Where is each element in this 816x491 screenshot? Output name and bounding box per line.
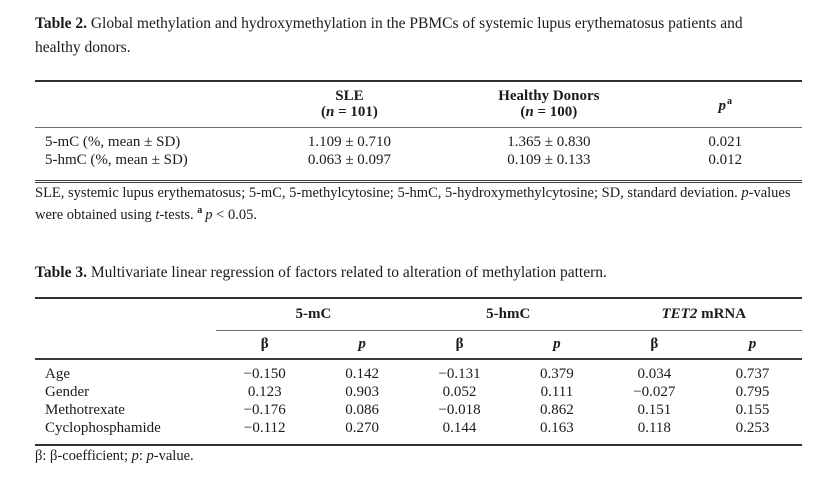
- table2-header-sle-n: (n = 101): [321, 104, 378, 120]
- table3-data-cell: 0.862: [540, 402, 574, 418]
- table2-row-5hmc: 5-hmC (%, mean ± SD) 0.063 ± 0.097 0.109…: [35, 151, 802, 182]
- table3-data-cell: −0.176: [243, 402, 286, 418]
- table3-data-cell: −0.112: [243, 420, 286, 436]
- table2-header-sle: SLE (n = 101): [249, 81, 450, 128]
- table3-subheader-beta: β: [216, 330, 314, 360]
- table3-row-label: Gender: [45, 384, 90, 400]
- table2-cell-p: 0.021: [708, 134, 743, 150]
- table2-header-healthy: Healthy Donors (n = 100): [449, 81, 649, 128]
- table3-group-5hmc: 5-hmC: [410, 298, 606, 331]
- table2-header-empty: [35, 81, 250, 128]
- table3-data-cell: 0.034: [637, 366, 672, 382]
- table3: 5-mC 5-hmC TET2 mRNA β p β p β p Age −0: [35, 297, 802, 446]
- table3-row-label: Methotrexate: [45, 402, 125, 418]
- footnote-superscript-a: a: [197, 205, 203, 216]
- table2-header-p-symbol: p: [718, 98, 727, 114]
- table2-caption: Table 2. Global methylation and hydroxym…: [35, 12, 767, 60]
- table2-header-row: SLE (n = 101) Healthy Donors (n = 100) p…: [35, 81, 802, 128]
- table3-data-cell: −0.018: [438, 402, 481, 418]
- table3-caption: Table 3. Multivariate linear regression …: [35, 261, 607, 285]
- table2: SLE (n = 101) Healthy Donors (n = 100) p…: [35, 80, 802, 183]
- table2-header-p: pa: [648, 81, 802, 128]
- table3-data-cell: 0.111: [540, 384, 574, 400]
- table2-header-p-superscript: a: [727, 96, 733, 107]
- table3-data-cell: 0.379: [540, 366, 574, 382]
- table2-header-sle-name: SLE: [335, 88, 364, 104]
- table3-data-cell: 0.052: [442, 384, 477, 400]
- table3-data-cell: 0.086: [345, 402, 379, 418]
- table2-footnote: SLE, systemic lupus erythematosus; 5-mC,…: [35, 185, 791, 223]
- table2-cell-sle: 0.063 ± 0.097: [307, 152, 392, 168]
- table2-row-label: 5-mC (%, mean ± SD): [45, 134, 181, 150]
- table3-row-label: Age: [45, 366, 70, 382]
- table3-data-cell: 0.270: [345, 420, 379, 436]
- table2-cell-p: 0.012: [708, 152, 743, 168]
- table2-caption-label: Table 2.: [35, 15, 87, 32]
- table3-data-cell: −0.131: [438, 366, 481, 382]
- table2-cell-healthy: 0.109 ± 0.133: [507, 152, 591, 168]
- table3-data-cell: 0.155: [735, 402, 770, 418]
- table3-data-cell: −0.027: [633, 384, 676, 400]
- table3-subheader-beta: β: [605, 330, 704, 360]
- table3-row-label: Cyclophosphamide: [45, 420, 161, 436]
- table3-subheader-p: p: [313, 330, 411, 360]
- table3-data-cell: 0.142: [345, 366, 379, 382]
- table3-data-cell: 0.737: [735, 366, 770, 382]
- table2-row-label: 5-hmC (%, mean ± SD): [45, 152, 188, 168]
- table3-data-cell: −0.150: [243, 366, 286, 382]
- table3-data-cell: 0.903: [345, 384, 379, 400]
- table2-cell-healthy: 1.365 ± 0.830: [507, 134, 591, 150]
- table3-subheader-p: p: [703, 330, 802, 360]
- table3-row-cyclophosphamide: Cyclophosphamide −0.112 0.270 0.144 0.16…: [35, 419, 802, 445]
- table3-group-tet2: TET2 mRNA: [605, 298, 802, 331]
- table3-data-cell: 0.118: [637, 420, 671, 436]
- table3-footnote: β: β-coefficient; p: p-value.: [35, 448, 194, 464]
- table3-subheader-row: β p β p β p: [35, 330, 802, 360]
- table2-cell-sle: 1.109 ± 0.710: [307, 134, 392, 150]
- table3-group-empty: [35, 298, 216, 331]
- table3-subheader-empty: [35, 330, 216, 360]
- table3-subheader-p: p: [508, 330, 606, 360]
- table3-subheader-beta: β: [410, 330, 509, 360]
- table2-container: SLE (n = 101) Healthy Donors (n = 100) p…: [35, 80, 802, 183]
- table3-group-5mc: 5-mC: [216, 298, 411, 331]
- table3-data-cell: 0.795: [735, 384, 770, 400]
- table3-container: 5-mC 5-hmC TET2 mRNA β p β p β p Age −0: [35, 297, 802, 446]
- table3-caption-text: Multivariate linear regression of factor…: [86, 264, 607, 281]
- table2-header-healthy-n: (n = 100): [520, 104, 578, 120]
- table3-row-gender: Gender 0.123 0.903 0.052 0.111 −0.027 0.…: [35, 383, 802, 401]
- table2-caption-text: Global methylation and hydroxymethylatio…: [35, 15, 743, 56]
- table3-data-cell: 0.253: [735, 420, 770, 436]
- table3-row-age: Age −0.150 0.142 −0.131 0.379 0.034 0.73…: [35, 359, 802, 383]
- table3-data-cell: 0.123: [247, 384, 282, 400]
- table3-data-cell: 0.144: [442, 420, 477, 436]
- table3-data-cell: 0.163: [540, 420, 574, 436]
- table2-row-5mc: 5-mC (%, mean ± SD) 1.109 ± 0.710 1.365 …: [35, 128, 802, 152]
- table3-row-methotrexate: Methotrexate −0.176 0.086 −0.018 0.862 0…: [35, 401, 802, 419]
- table3-caption-label: Table 3.: [35, 264, 87, 281]
- table2-header-healthy-name: Healthy Donors: [498, 88, 600, 104]
- table3-data-cell: 0.151: [637, 402, 672, 418]
- table3-group-header-row: 5-mC 5-hmC TET2 mRNA: [35, 298, 802, 331]
